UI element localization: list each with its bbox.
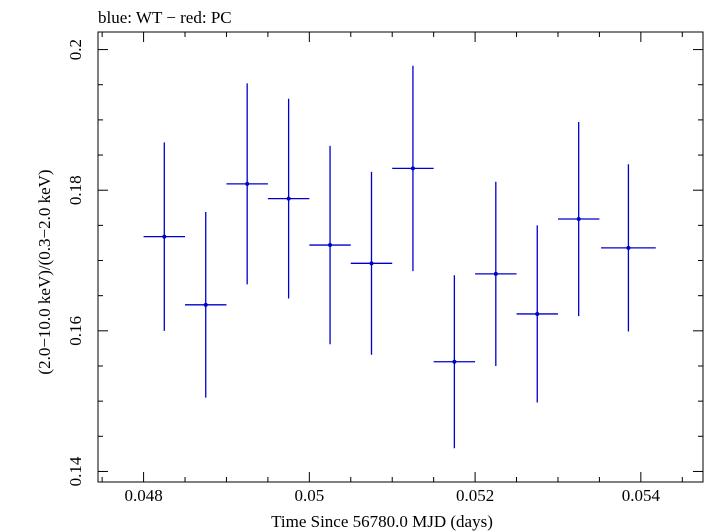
data-point [557, 122, 600, 317]
chart-title: blue: WT − red: PC [98, 8, 232, 27]
data-point [185, 212, 227, 398]
point-marker [493, 271, 498, 276]
data-point [516, 225, 558, 403]
point-marker [245, 181, 250, 186]
data-point [309, 145, 351, 345]
point-marker [410, 166, 415, 171]
data-point [143, 142, 186, 331]
data-point [601, 164, 656, 332]
point-marker [535, 311, 540, 316]
x-tick-label: 0.05 [294, 486, 324, 505]
plot-frame [97, 31, 704, 483]
data-point [350, 171, 393, 355]
x-tick-label: 0.054 [622, 486, 661, 505]
y-tick-label: 0.2 [66, 39, 85, 60]
point-marker [286, 196, 291, 201]
data-point [392, 65, 434, 272]
y-tick-label: 0.16 [66, 316, 85, 346]
axis-tick-labels: 0.048 0.05 0.052 0.054 0.14 0.16 0.18 0.2 [66, 39, 660, 505]
y-tick-label: 0.18 [66, 175, 85, 205]
point-marker [626, 245, 631, 250]
axis-ticks [98, 32, 703, 482]
point-marker [203, 302, 208, 307]
point-marker [162, 234, 167, 239]
point-marker [576, 217, 581, 222]
y-tick-label: 0.14 [66, 456, 85, 486]
x-tick-label: 0.052 [456, 486, 494, 505]
data-point [226, 83, 268, 285]
point-marker [328, 243, 333, 248]
data-point [475, 181, 517, 366]
data-points [143, 65, 656, 449]
x-tick-label: 0.048 [124, 486, 162, 505]
point-marker [452, 359, 457, 364]
data-point [267, 98, 310, 299]
y-axis-label: (2.0−10.0 keV)/(0.3−2.0 keV) [35, 169, 54, 374]
x-axis-label: Time Since 56780.0 MJD (days) [271, 512, 493, 531]
point-marker [369, 261, 374, 266]
data-point [433, 275, 476, 449]
